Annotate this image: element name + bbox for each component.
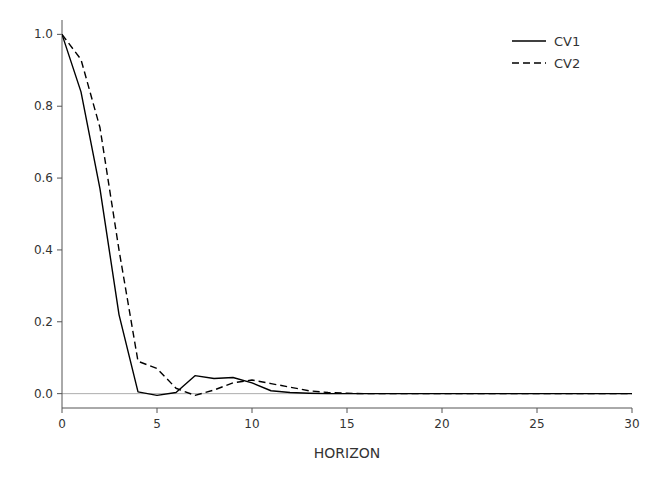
- y-tick: [57, 178, 62, 179]
- chart-container: 0 5 10 15 20 25 30 0.0 0.2 0.4 0.6 0.8 1.0 HORIZON CV1…: [0, 0, 654, 480]
- y-tick-label: 0.2: [34, 315, 53, 329]
- y-axis-line: [62, 20, 63, 408]
- y-tick: [57, 249, 62, 250]
- series-group: [62, 34, 632, 395]
- x-tick-label: 0: [58, 417, 66, 431]
- x-tick-label: 25: [529, 417, 544, 431]
- x-tick-label: 10: [244, 417, 259, 431]
- x-tick: [157, 408, 158, 413]
- legend-label: CV1: [554, 34, 580, 49]
- x-tick: [537, 408, 538, 413]
- x-tick: [632, 408, 633, 413]
- y-tick-label: 0.8: [34, 99, 53, 113]
- y-tick-label: 0.0: [34, 387, 53, 401]
- y-tick: [57, 34, 62, 35]
- x-tick-label: 20: [434, 417, 449, 431]
- y-tick-label: 0.4: [34, 243, 53, 257]
- y-tick: [57, 106, 62, 107]
- x-tick-label: 30: [624, 417, 639, 431]
- chart-svg: 0 5 10 15 20 25 30 0.0 0.2 0.4 0.6 0.8 1.0 HORIZON CV1…: [0, 0, 654, 480]
- axes: 0 5 10 15 20 25 30 0.0 0.2 0.4 0.6 0.8 1.0 HORIZON: [34, 20, 640, 461]
- x-tick: [347, 408, 348, 413]
- y-tick: [57, 321, 62, 322]
- y-tick-label: 0.6: [34, 171, 53, 185]
- series-line: [62, 34, 632, 395]
- legend-label: CV2: [554, 56, 580, 71]
- legend-swatch: [512, 40, 546, 41]
- legend: CV1CV2: [512, 34, 580, 71]
- y-tick-label: 1.0: [34, 27, 53, 41]
- x-axis-label: HORIZON: [314, 445, 381, 461]
- y-tick: [57, 393, 62, 394]
- x-tick: [62, 408, 63, 413]
- legend-swatch: [512, 62, 546, 63]
- x-tick-label: 5: [153, 417, 161, 431]
- x-tick: [442, 408, 443, 413]
- x-tick-label: 15: [339, 417, 354, 431]
- series-line: [62, 34, 632, 395]
- x-tick: [252, 408, 253, 413]
